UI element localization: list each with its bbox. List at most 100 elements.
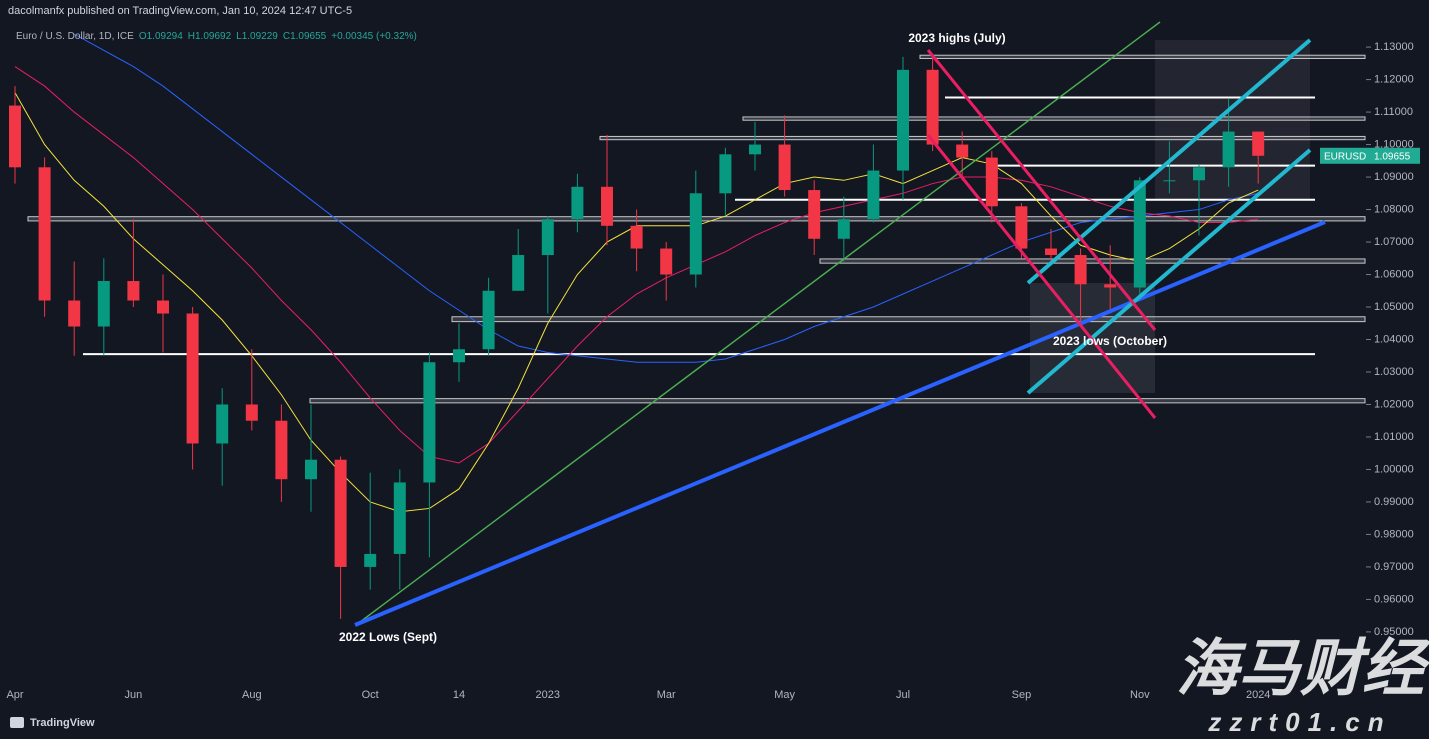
x-tick-label: 2023: [536, 689, 560, 701]
plot: [9, 33, 1366, 619]
y-tick-label: 1.07000: [1374, 236, 1414, 248]
candle-body: [216, 404, 229, 444]
ohlc: +0.00345 (+0.32%): [331, 31, 417, 42]
candle-body: [97, 281, 110, 327]
candle-body: [1163, 180, 1176, 182]
last-price-box: [1320, 147, 1420, 164]
brand-logo: [10, 717, 24, 728]
candle-body: [1133, 180, 1146, 288]
y-tick-label: 1.00000: [1374, 463, 1414, 475]
channel-line: [926, 49, 1157, 331]
y-tick-label: 1.01000: [1374, 431, 1414, 443]
symbol: Euro / U.S. Dollar, 1D, ICE: [16, 31, 134, 42]
y-tick-label: 1.02000: [1374, 398, 1414, 410]
x-tick-label: Jul: [896, 689, 910, 701]
publisher: dacolmanfx published on TradingView.com,…: [8, 5, 353, 17]
candle-body: [1104, 284, 1117, 288]
candle-body: [453, 349, 465, 363]
y-tick-label: 1.04000: [1374, 333, 1414, 345]
x-tick-label: 14: [453, 689, 465, 701]
candle-body: [749, 144, 761, 155]
brand: TradingView: [30, 717, 95, 729]
ohlc: H1.09692: [187, 31, 232, 42]
channel-line: [1026, 148, 1312, 395]
candle-body: [482, 290, 495, 350]
zone: [819, 258, 1366, 264]
zone: [919, 54, 1366, 59]
y-tick-label: 1.13000: [1374, 41, 1414, 53]
candle-body: [423, 362, 436, 483]
y-tick-label: 0.95000: [1374, 626, 1414, 638]
annotation: 2023 lows (October): [1053, 334, 1167, 348]
candle-body: [956, 144, 969, 158]
candle-body: [541, 219, 554, 256]
zone: [742, 116, 1366, 121]
moving-average: [14, 66, 1259, 464]
channel-line: [1026, 38, 1312, 285]
candle-body: [985, 157, 998, 207]
x-tick-label: May: [774, 689, 795, 701]
candle-body: [9, 105, 21, 168]
candle-body: [38, 167, 51, 301]
zone: [451, 316, 1366, 323]
y-tick-label: 1.08000: [1374, 203, 1414, 215]
y-tick-label: 1.05000: [1374, 301, 1414, 313]
x-tick-label: Mar: [657, 689, 676, 701]
candle-body: [245, 404, 258, 421]
y-tick-label: 0.96000: [1374, 593, 1414, 605]
candle-body: [601, 186, 613, 226]
x-tick-label: 2024: [1246, 689, 1270, 701]
annotation: 2023 highs (July): [908, 31, 1005, 45]
y-tick-label: 1.06000: [1374, 268, 1414, 280]
y-tick-label: 0.97000: [1374, 561, 1414, 573]
candle-body: [1015, 206, 1028, 249]
candle-body: [1074, 255, 1087, 285]
candle-body: [305, 459, 317, 480]
candle-body: [808, 190, 821, 239]
watermark-url: zzrt01.cn: [1207, 707, 1391, 737]
candle-body: [719, 154, 732, 194]
candle-body: [68, 300, 81, 327]
ohlc: L1.09229: [236, 31, 278, 42]
ohlc: O1.09294: [138, 31, 183, 42]
y-tick-label: 1.03000: [1374, 366, 1414, 378]
trendlines: [354, 21, 1326, 627]
annotation: 2022 Lows (Sept): [339, 630, 437, 644]
moving-average: [73, 33, 1259, 363]
candle-body: [837, 219, 850, 239]
legend: Euro / U.S. Dollar, 1D, ICE O1.09294 H1.…: [16, 31, 417, 42]
candle-body: [364, 553, 377, 567]
x-tick-label: Jun: [125, 689, 143, 701]
last-price-name: EURUSD: [1324, 151, 1366, 162]
candle-body: [512, 255, 525, 291]
candle-body: [127, 281, 140, 301]
last-price-value: 1.09655: [1374, 151, 1411, 162]
x-tick-label: Oct: [362, 689, 379, 701]
y-tick-label: 1.09000: [1374, 171, 1414, 183]
y-tick-label: 0.99000: [1374, 496, 1414, 508]
candle-body: [1045, 248, 1057, 256]
candle-body: [897, 69, 909, 171]
candle-body: [1252, 131, 1265, 156]
candle-body: [186, 313, 199, 444]
y-tick-label: 1.10000: [1374, 138, 1414, 150]
candle-body: [334, 459, 347, 567]
zone: [309, 398, 1366, 404]
trendline: [354, 220, 1326, 627]
zone: [599, 135, 1366, 141]
candle-body: [1193, 167, 1205, 181]
candle-body: [867, 170, 880, 220]
y-tick-label: 1.11000: [1374, 106, 1413, 118]
candle-body: [393, 482, 406, 554]
candle-body: [1222, 131, 1235, 168]
x-tick-label: Sep: [1012, 689, 1032, 701]
candle-body: [571, 186, 584, 220]
channel-line: [926, 134, 1157, 419]
x-tick-label: Apr: [6, 689, 23, 701]
candle-body: [778, 144, 791, 191]
candle-body: [660, 248, 673, 275]
watermark: 海马财经: [1176, 634, 1429, 703]
candle-body: [689, 193, 702, 275]
